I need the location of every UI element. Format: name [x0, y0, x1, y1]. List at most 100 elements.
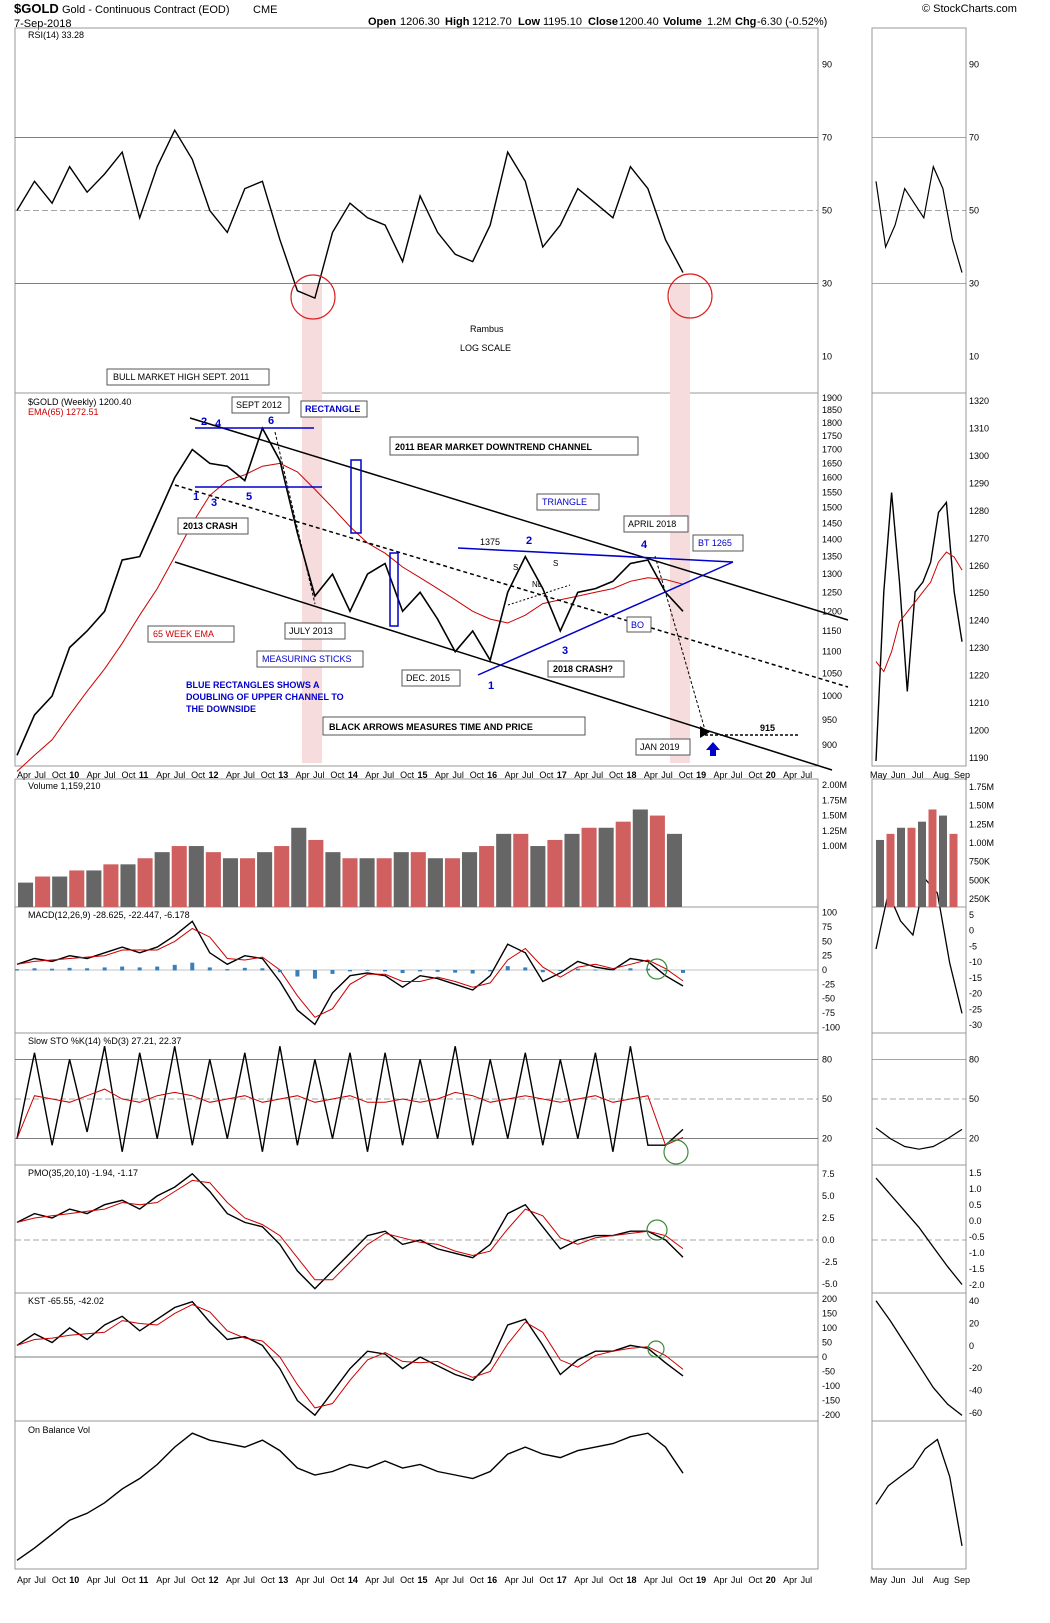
- x-axis-label: Apr: [435, 1575, 449, 1585]
- macd-y-right-tick: -20: [969, 989, 982, 999]
- neckline: [507, 584, 571, 606]
- kst-y-tick: -150: [822, 1396, 840, 1406]
- volume-bar: [52, 876, 68, 907]
- x-axis-label: 19: [696, 1575, 706, 1585]
- macd-hist-bar: [435, 970, 440, 972]
- rect-point-2: 2: [201, 416, 207, 428]
- ema-title: EMA(65) 1272.51: [28, 407, 99, 417]
- macd-line: [16, 920, 684, 1026]
- header-low: 1195.10: [543, 16, 582, 28]
- x-axis-label: Oct: [261, 1575, 276, 1585]
- volume-bar: [35, 876, 51, 907]
- header-close: 1200.40: [619, 16, 659, 28]
- x-axis-label: 11: [139, 770, 149, 780]
- x-axis-label: Jul: [452, 1575, 464, 1585]
- x-axis-label: Jul: [731, 1575, 743, 1585]
- rsi-circle-2018: [667, 273, 713, 319]
- sto-line-right: [875, 1127, 963, 1150]
- pmo-y-tick: 7.5: [822, 1169, 835, 1179]
- volume-bar: [137, 858, 153, 907]
- macd-y-tick: 100: [822, 908, 837, 918]
- x-axis-label-right: May: [870, 770, 888, 780]
- x-axis-label: Apr: [783, 770, 797, 780]
- price-y-right-tick: 1260: [969, 561, 989, 571]
- x-axis-label: 17: [557, 1575, 567, 1585]
- price-title: $GOLD (Weekly) 1200.40: [28, 397, 131, 407]
- annotation-s-left: S: [513, 563, 518, 572]
- macd-hist-bar: [383, 970, 388, 972]
- macd-hist-bar: [102, 967, 107, 971]
- macd-y-tick: -100: [822, 1022, 840, 1032]
- macd-hist-bar: [523, 967, 528, 971]
- x-axis-label: 12: [209, 770, 219, 780]
- x-axis-label: 14: [348, 770, 358, 780]
- pmo-y-tick: 2.5: [822, 1213, 835, 1223]
- price-frame-right: [871, 392, 967, 767]
- macd-hist-bar: [663, 970, 668, 972]
- kst-y-tick: 100: [822, 1323, 837, 1333]
- annotation-915: 915: [760, 723, 775, 733]
- x-axis-label: Jul: [104, 1575, 116, 1585]
- x-axis-label: 20: [766, 770, 776, 780]
- macd-hist-bar: [330, 970, 335, 974]
- box-65-week-ema: [147, 625, 235, 643]
- x-axis-label: 16: [487, 1575, 497, 1585]
- x-axis-label-right: Aug: [933, 1575, 949, 1585]
- header-brand: © StockCharts.com: [922, 3, 1017, 15]
- rsi-line: [16, 128, 684, 300]
- pmo-frame-right: [871, 1164, 967, 1294]
- price-y-right-tick: 1250: [969, 588, 989, 598]
- x-axis-label: Apr: [156, 770, 170, 780]
- triangle-top: [457, 547, 734, 563]
- price-y-tick: 1300: [822, 569, 842, 579]
- volume-y-tick: 1.00M: [822, 841, 847, 851]
- pmo-y-tick: -2.5: [822, 1257, 838, 1267]
- macd-hist-bar: [681, 970, 685, 973]
- volume-bar: [444, 858, 460, 907]
- annotation-blue-rect-3: THE DOWNSIDE: [186, 704, 256, 714]
- annotation-bt-1265: BT 1265: [698, 538, 732, 548]
- x-axis-label: Apr: [365, 770, 379, 780]
- mid-channel-line: [174, 484, 849, 688]
- header-name: Gold - Continuous Contract (EOD): [62, 4, 230, 16]
- sto-y-right-tick: 20: [969, 1134, 979, 1144]
- highlight-band-2013: [302, 283, 322, 763]
- header-close-label: Close: [588, 16, 618, 28]
- x-axis-label: Jul: [661, 1575, 673, 1585]
- price-y-tick: 1200: [822, 606, 842, 616]
- x-axis-label: Jul: [522, 1575, 534, 1585]
- y-tick-labels: 9070503010907050301019001850180017501700…: [822, 60, 994, 1421]
- measuring-stick-1: [350, 459, 362, 534]
- volume-bar: [530, 846, 546, 907]
- kst-y-tick: -200: [822, 1410, 840, 1420]
- annotation-rectangle: RECTANGLE: [305, 404, 360, 414]
- x-axis-label: Jul: [174, 770, 186, 780]
- price-y-tick: 1450: [822, 518, 842, 528]
- sto-y-right-tick: 50: [969, 1094, 979, 1104]
- price-y-tick: 1100: [822, 647, 841, 657]
- rect-point-1: 1: [193, 491, 199, 503]
- macd-y-right-tick: 5: [969, 910, 974, 920]
- macd-title: MACD(12,26,9) -28.625, -22.447, -6.178: [28, 910, 190, 920]
- blue-up-arrow: [706, 742, 720, 756]
- sto-d-line: [16, 1088, 684, 1146]
- sto-y-tick: 20: [822, 1134, 832, 1144]
- rsi-y-tick: 90: [822, 60, 832, 70]
- x-axis-label: 15: [418, 770, 428, 780]
- x-axis-label: Oct: [400, 1575, 415, 1585]
- rsi-y-right-tick: 50: [969, 206, 979, 216]
- x-axis-label: Jul: [383, 1575, 395, 1585]
- price-y-tick: 1250: [822, 587, 842, 597]
- macd-hist-bar: [558, 970, 563, 971]
- x-axis-label: 14: [348, 1575, 358, 1585]
- pmo-y-tick: 5.0: [822, 1191, 835, 1201]
- box-bt-1265: [692, 534, 744, 552]
- kst-circle: [647, 1340, 665, 1358]
- ema-line-right: [875, 551, 963, 673]
- sto-circle: [663, 1139, 689, 1165]
- kst-y-tick: 50: [822, 1337, 832, 1347]
- volume-bar: [205, 852, 221, 907]
- box-2018-crash: [547, 660, 625, 678]
- x-axis-label: Jul: [801, 1575, 813, 1585]
- pmo-frame: [14, 1164, 819, 1294]
